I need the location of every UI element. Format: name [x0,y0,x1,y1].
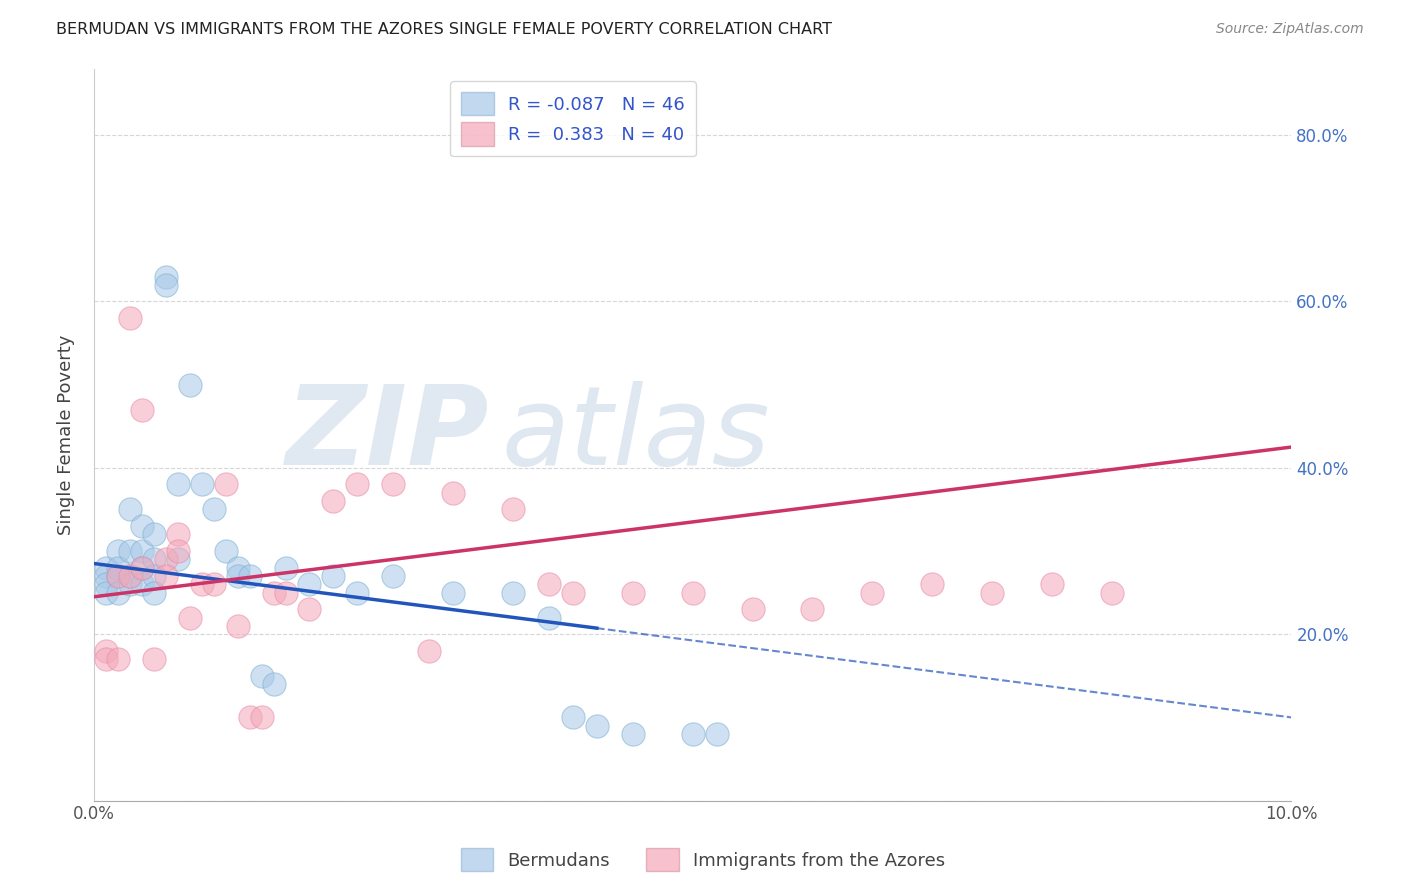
Point [107,569,129,583]
Point [166,527,188,541]
Point [94,652,117,666]
Legend: Bermudans, Immigrants from the Azores: Bermudans, Immigrants from the Azores [453,841,953,879]
Point [118,502,141,516]
Point [155,569,177,583]
Point [537,577,560,591]
Point [226,560,249,574]
Point [250,710,273,724]
Point [706,727,728,741]
Point [346,477,368,491]
Point [155,277,177,292]
Point [107,569,129,583]
Point [239,569,262,583]
Point [682,727,704,741]
Point [142,585,165,599]
Point [239,710,262,724]
Point [94,585,117,599]
Point [801,602,824,616]
Point [107,652,129,666]
Point [142,569,165,583]
Point [107,585,129,599]
Point [131,560,153,574]
Point [142,652,165,666]
Point [166,477,188,491]
Point [214,477,236,491]
Point [250,669,273,683]
Point [107,544,129,558]
Point [322,569,344,583]
Point [131,560,153,574]
Y-axis label: Single Female Poverty: Single Female Poverty [58,334,75,535]
Point [1040,577,1063,591]
Point [346,585,368,599]
Point [1101,585,1123,599]
Point [441,585,464,599]
Point [118,311,141,326]
Point [274,560,297,574]
Point [274,585,297,599]
Point [741,602,763,616]
Point [131,519,153,533]
Text: atlas: atlas [501,381,769,488]
Point [118,544,141,558]
Point [166,552,188,566]
Point [94,644,117,658]
Point [322,494,344,508]
Point [118,577,141,591]
Point [118,569,141,583]
Point [981,585,1004,599]
Point [107,560,129,574]
Point [166,544,188,558]
Point [202,577,225,591]
Point [621,585,644,599]
Text: ZIP: ZIP [285,381,489,488]
Point [214,544,236,558]
Point [155,269,177,284]
Point [202,502,225,516]
Point [561,585,583,599]
Point [921,577,943,591]
Point [142,527,165,541]
Point [298,602,321,616]
Point [226,569,249,583]
Point [155,552,177,566]
Point [441,485,464,500]
Point [118,569,141,583]
Point [621,727,644,741]
Text: BERMUDAN VS IMMIGRANTS FROM THE AZORES SINGLE FEMALE POVERTY CORRELATION CHART: BERMUDAN VS IMMIGRANTS FROM THE AZORES S… [56,22,832,37]
Point [298,577,321,591]
Point [94,569,117,583]
Point [179,377,201,392]
Point [226,619,249,633]
Point [142,552,165,566]
Point [502,585,524,599]
Point [179,610,201,624]
Point [537,610,560,624]
Point [561,710,583,724]
Point [586,719,609,733]
Point [502,502,524,516]
Point [263,585,285,599]
Point [190,477,212,491]
Legend: R = -0.087   N = 46, R =  0.383   N = 40: R = -0.087 N = 46, R = 0.383 N = 40 [450,81,696,156]
Point [860,585,883,599]
Text: Source: ZipAtlas.com: Source: ZipAtlas.com [1216,22,1364,37]
Point [190,577,212,591]
Point [94,560,117,574]
Point [131,577,153,591]
Point [131,544,153,558]
Point [418,644,440,658]
Point [263,677,285,691]
Point [382,569,405,583]
Point [131,402,153,417]
Point [382,477,405,491]
Point [682,585,704,599]
Point [94,577,117,591]
